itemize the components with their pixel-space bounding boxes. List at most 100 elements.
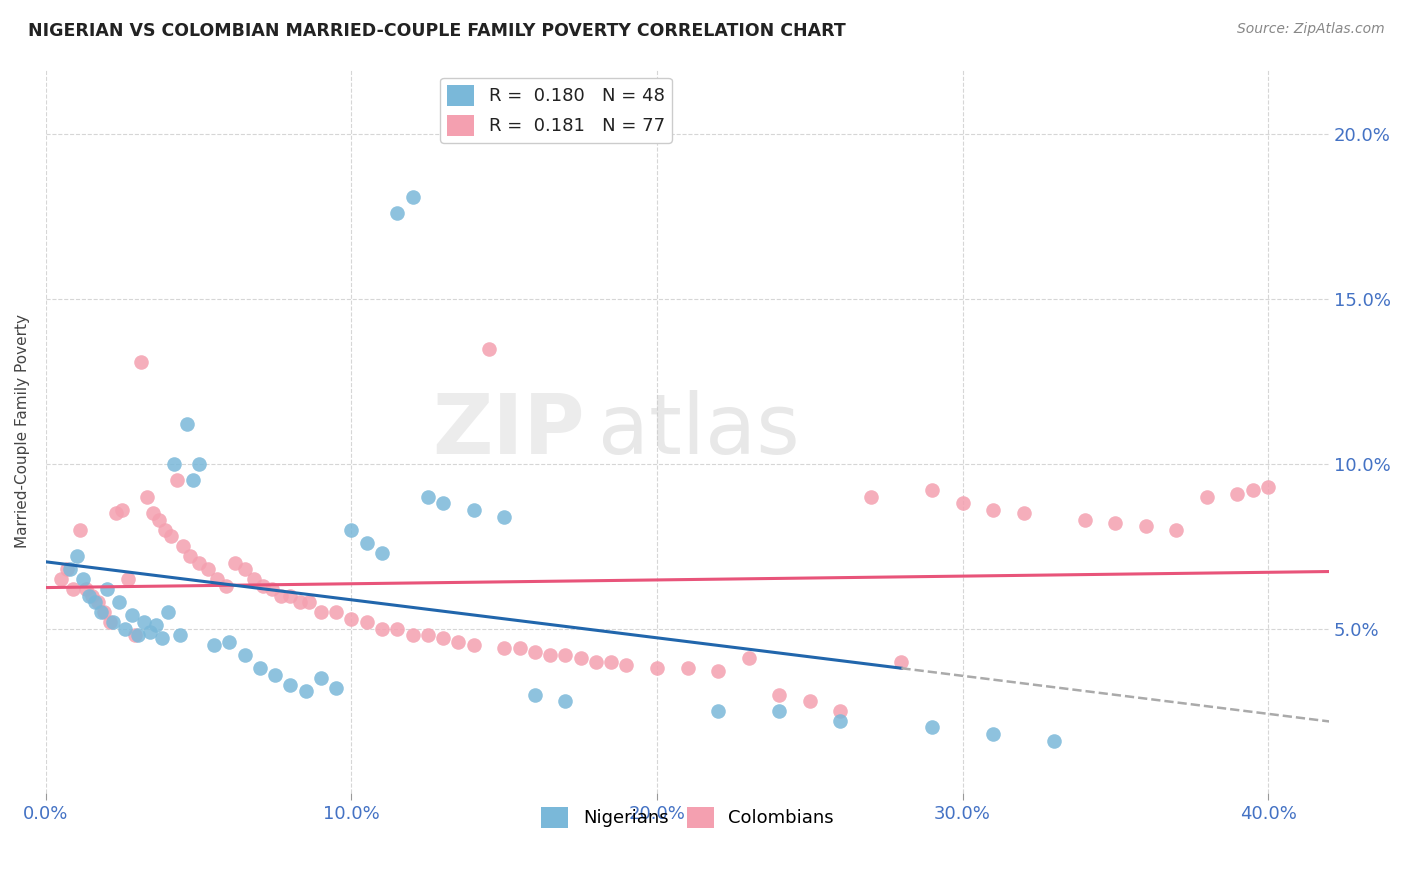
Point bbox=[952, 496, 974, 510]
Point bbox=[509, 641, 531, 656]
Point bbox=[96, 582, 118, 596]
Point bbox=[72, 572, 94, 586]
Point bbox=[799, 694, 821, 708]
Point bbox=[163, 457, 186, 471]
Point bbox=[340, 612, 363, 626]
Point bbox=[242, 572, 264, 586]
Point bbox=[187, 556, 209, 570]
Point bbox=[523, 688, 546, 702]
Point bbox=[416, 490, 439, 504]
Point bbox=[160, 529, 183, 543]
Point bbox=[768, 704, 790, 718]
Point bbox=[181, 474, 204, 488]
Point bbox=[264, 667, 287, 681]
Point bbox=[83, 595, 105, 609]
Point bbox=[87, 595, 110, 609]
Point bbox=[280, 589, 302, 603]
Point bbox=[387, 622, 409, 636]
Point bbox=[280, 678, 302, 692]
Point bbox=[981, 727, 1004, 741]
Text: NIGERIAN VS COLOMBIAN MARRIED-COUPLE FAMILY POVERTY CORRELATION CHART: NIGERIAN VS COLOMBIAN MARRIED-COUPLE FAM… bbox=[28, 22, 846, 40]
Point bbox=[176, 417, 198, 432]
Point bbox=[494, 509, 516, 524]
Point bbox=[371, 546, 394, 560]
Point bbox=[294, 684, 316, 698]
Point bbox=[600, 655, 623, 669]
Point bbox=[830, 714, 852, 728]
Point bbox=[90, 605, 112, 619]
Point bbox=[288, 595, 311, 609]
Point bbox=[135, 490, 157, 504]
Point bbox=[252, 579, 274, 593]
Point bbox=[494, 641, 516, 656]
Point bbox=[153, 523, 176, 537]
Point bbox=[432, 496, 454, 510]
Point bbox=[117, 572, 139, 586]
Point bbox=[478, 342, 501, 356]
Point bbox=[356, 615, 378, 629]
Point bbox=[124, 628, 146, 642]
Point bbox=[1043, 733, 1066, 747]
Point bbox=[1257, 480, 1279, 494]
Point bbox=[187, 457, 209, 471]
Point bbox=[205, 572, 228, 586]
Point bbox=[145, 618, 167, 632]
Point bbox=[132, 615, 155, 629]
Point bbox=[59, 562, 82, 576]
Point bbox=[737, 651, 759, 665]
Point bbox=[616, 657, 638, 672]
Point bbox=[325, 605, 347, 619]
Point bbox=[150, 632, 173, 646]
Point bbox=[356, 536, 378, 550]
Point bbox=[179, 549, 201, 563]
Point bbox=[51, 572, 73, 586]
Point bbox=[197, 562, 219, 576]
Point bbox=[233, 562, 256, 576]
Point bbox=[523, 645, 546, 659]
Text: atlas: atlas bbox=[598, 391, 800, 472]
Point bbox=[93, 605, 115, 619]
Point bbox=[62, 582, 84, 596]
Point bbox=[1241, 483, 1264, 498]
Point bbox=[325, 681, 347, 695]
Point bbox=[340, 523, 363, 537]
Point bbox=[569, 651, 592, 665]
Point bbox=[1012, 506, 1035, 520]
Point bbox=[108, 595, 131, 609]
Point bbox=[233, 648, 256, 662]
Point bbox=[56, 562, 79, 576]
Point bbox=[921, 721, 943, 735]
Point bbox=[148, 513, 170, 527]
Point bbox=[69, 523, 91, 537]
Point bbox=[645, 661, 668, 675]
Point bbox=[298, 595, 321, 609]
Point bbox=[401, 190, 423, 204]
Point bbox=[1226, 486, 1249, 500]
Point bbox=[554, 648, 576, 662]
Point bbox=[202, 638, 225, 652]
Point bbox=[260, 582, 283, 596]
Point bbox=[172, 539, 194, 553]
Point bbox=[98, 615, 121, 629]
Point bbox=[463, 503, 485, 517]
Point bbox=[890, 655, 912, 669]
Point bbox=[707, 665, 730, 679]
Point bbox=[142, 506, 165, 520]
Point bbox=[105, 506, 128, 520]
Point bbox=[1195, 490, 1218, 504]
Point bbox=[981, 503, 1004, 517]
Point bbox=[218, 634, 240, 648]
Point bbox=[215, 579, 238, 593]
Point bbox=[371, 622, 394, 636]
Point bbox=[121, 608, 143, 623]
Point bbox=[768, 688, 790, 702]
Point bbox=[1073, 513, 1095, 527]
Point bbox=[1104, 516, 1126, 531]
Point bbox=[157, 605, 180, 619]
Point bbox=[309, 671, 332, 685]
Point bbox=[554, 694, 576, 708]
Point bbox=[129, 355, 152, 369]
Point bbox=[75, 582, 97, 596]
Point bbox=[707, 704, 730, 718]
Point bbox=[432, 632, 454, 646]
